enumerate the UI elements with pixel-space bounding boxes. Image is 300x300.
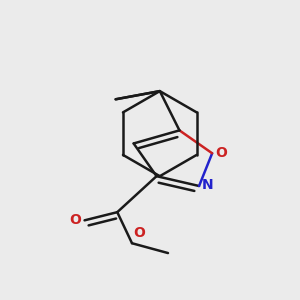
Text: N: N [202,178,213,192]
Text: O: O [134,226,146,240]
Text: O: O [215,146,227,160]
Text: O: O [69,213,81,227]
